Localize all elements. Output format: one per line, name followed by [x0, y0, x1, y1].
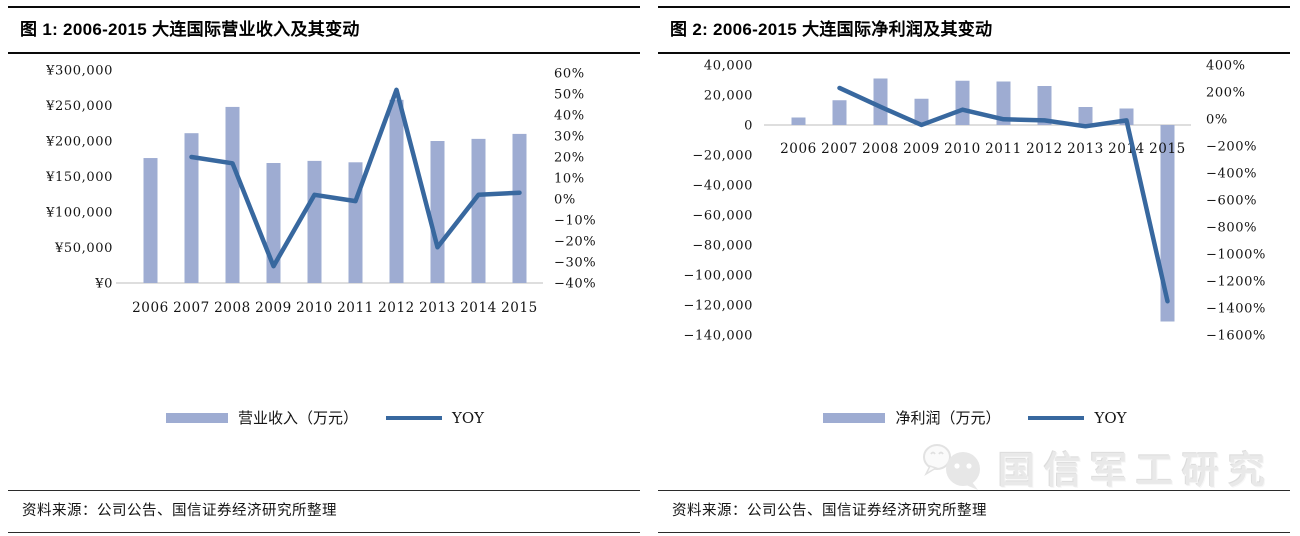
- divider: [658, 532, 1290, 533]
- svg-text:−600%: −600%: [1206, 194, 1257, 209]
- svg-text:¥50,000: ¥50,000: [54, 241, 113, 256]
- svg-text:¥0: ¥0: [94, 277, 113, 292]
- svg-text:40,000: 40,000: [704, 59, 753, 74]
- svg-text:0%: 0%: [554, 193, 576, 208]
- svg-text:−400%: −400%: [1206, 167, 1257, 182]
- legend-item-yoy: YOY: [385, 408, 485, 427]
- svg-text:¥300,000: ¥300,000: [45, 64, 113, 79]
- svg-text:¥200,000: ¥200,000: [45, 135, 113, 150]
- legend-label: 净利润（万元）: [895, 409, 1001, 427]
- svg-text:¥250,000: ¥250,000: [45, 99, 113, 114]
- svg-text:200%: 200%: [1206, 86, 1246, 101]
- divider: [658, 52, 1290, 54]
- svg-text:30%: 30%: [554, 130, 585, 145]
- svg-text:60%: 60%: [554, 67, 585, 82]
- svg-text:2008: 2008: [862, 141, 899, 157]
- svg-text:−20,000: −20,000: [692, 149, 753, 164]
- revenue-chart: ¥300,000 ¥250,000 ¥200,000 ¥150,000 ¥100,000…: [45, 64, 596, 317]
- figure1-legend: 营业收入（万元） YOY: [0, 407, 650, 428]
- svg-text:−100,000: −100,000: [684, 269, 753, 284]
- svg-text:40%: 40%: [554, 109, 585, 124]
- svg-text:2014: 2014: [460, 300, 497, 316]
- svg-text:2013: 2013: [419, 300, 456, 316]
- legend-item-revenue: 营业收入（万元）: [165, 407, 358, 428]
- svg-text:0: 0: [744, 119, 753, 134]
- svg-text:−1600%: −1600%: [1206, 329, 1266, 344]
- figure2-source: 资料来源：公司公告、国信证券经济研究所整理: [672, 503, 987, 519]
- figure2-panel: 图 2: 2006-2015 大连国际净利润及其变动 40,000 20,000 0…: [650, 0, 1300, 536]
- figure2-legend: 净利润（万元） YOY: [650, 407, 1300, 428]
- svg-text:−40,000: −40,000: [692, 179, 753, 194]
- divider: [8, 490, 640, 491]
- svg-text:−20%: −20%: [554, 235, 596, 250]
- svg-text:2010: 2010: [296, 300, 333, 316]
- svg-text:2007: 2007: [821, 141, 858, 157]
- svg-text:¥100,000: ¥100,000: [45, 206, 113, 221]
- wechat-icon: [923, 444, 980, 490]
- bar-swatch-icon: [823, 412, 886, 423]
- svg-text:2014: 2014: [1108, 141, 1145, 157]
- divider: [8, 6, 640, 8]
- svg-text:−30%: −30%: [554, 256, 596, 271]
- divider: [8, 532, 640, 533]
- watermark: 国信军工研究: [922, 440, 1274, 494]
- divider: [8, 52, 640, 54]
- svg-text:2009: 2009: [255, 300, 292, 316]
- line-swatch-icon: [385, 415, 442, 420]
- legend-label: YOY: [451, 408, 485, 427]
- legend-label: 营业收入（万元）: [237, 409, 358, 427]
- svg-text:2010: 2010: [944, 141, 981, 157]
- svg-text:−800%: −800%: [1206, 221, 1257, 236]
- svg-text:2011: 2011: [985, 141, 1022, 157]
- figure1-panel: 图 1: 2006-2015 大连国际营业收入及其变动 ¥300,000 ¥250…: [0, 6, 650, 533]
- svg-text:−120,000: −120,000: [684, 299, 753, 314]
- svg-text:2015: 2015: [501, 300, 538, 316]
- svg-text:−1400%: −1400%: [1206, 302, 1266, 317]
- legend-item-yoy: YOY: [1028, 408, 1127, 427]
- bar-swatch-icon: [165, 412, 228, 423]
- svg-text:0%: 0%: [1206, 113, 1228, 128]
- svg-text:−200%: −200%: [1206, 140, 1257, 155]
- legend-item-net-profit: 净利润（万元）: [823, 407, 1000, 428]
- net-profit-chart: 40,000 20,000 0 −20,000 −40,000 −60,000 −80,00…: [684, 59, 1266, 344]
- figure1-title: 图 1: 2006-2015 大连国际营业收入及其变动: [20, 20, 360, 39]
- svg-text:2006: 2006: [132, 300, 169, 316]
- svg-text:2007: 2007: [173, 300, 210, 316]
- svg-text:2012: 2012: [1026, 141, 1063, 157]
- svg-text:−60,000: −60,000: [692, 209, 753, 224]
- line-swatch-icon: [1028, 415, 1085, 420]
- svg-text:−40%: −40%: [554, 277, 596, 292]
- svg-text:−1000%: −1000%: [1206, 248, 1266, 263]
- svg-text:20%: 20%: [554, 151, 585, 166]
- svg-text:−140,000: −140,000: [684, 329, 753, 344]
- svg-text:−10%: −10%: [554, 214, 596, 229]
- divider: [658, 490, 1290, 491]
- svg-text:2015: 2015: [1149, 141, 1186, 157]
- svg-text:2008: 2008: [214, 300, 251, 316]
- svg-text:10%: 10%: [554, 172, 585, 187]
- svg-text:50%: 50%: [554, 88, 585, 103]
- svg-text:2012: 2012: [378, 300, 415, 316]
- svg-text:2006: 2006: [780, 141, 817, 157]
- svg-text:2011: 2011: [337, 300, 374, 316]
- svg-text:2009: 2009: [903, 141, 940, 157]
- figure1-source: 资料来源：公司公告、国信证券经济研究所整理: [22, 503, 337, 519]
- svg-text:−1200%: −1200%: [1206, 275, 1266, 290]
- figure2-title: 图 2: 2006-2015 大连国际净利润及其变动: [670, 20, 993, 39]
- svg-text:−80,000: −80,000: [692, 239, 753, 254]
- svg-text:20,000: 20,000: [704, 89, 753, 104]
- divider: [658, 6, 1290, 8]
- legend-label: YOY: [1094, 408, 1127, 427]
- svg-text:2013: 2013: [1067, 141, 1104, 157]
- svg-text:400%: 400%: [1206, 59, 1246, 74]
- svg-text:¥150,000: ¥150,000: [45, 170, 113, 185]
- watermark-text: 国信军工研究: [998, 450, 1274, 491]
